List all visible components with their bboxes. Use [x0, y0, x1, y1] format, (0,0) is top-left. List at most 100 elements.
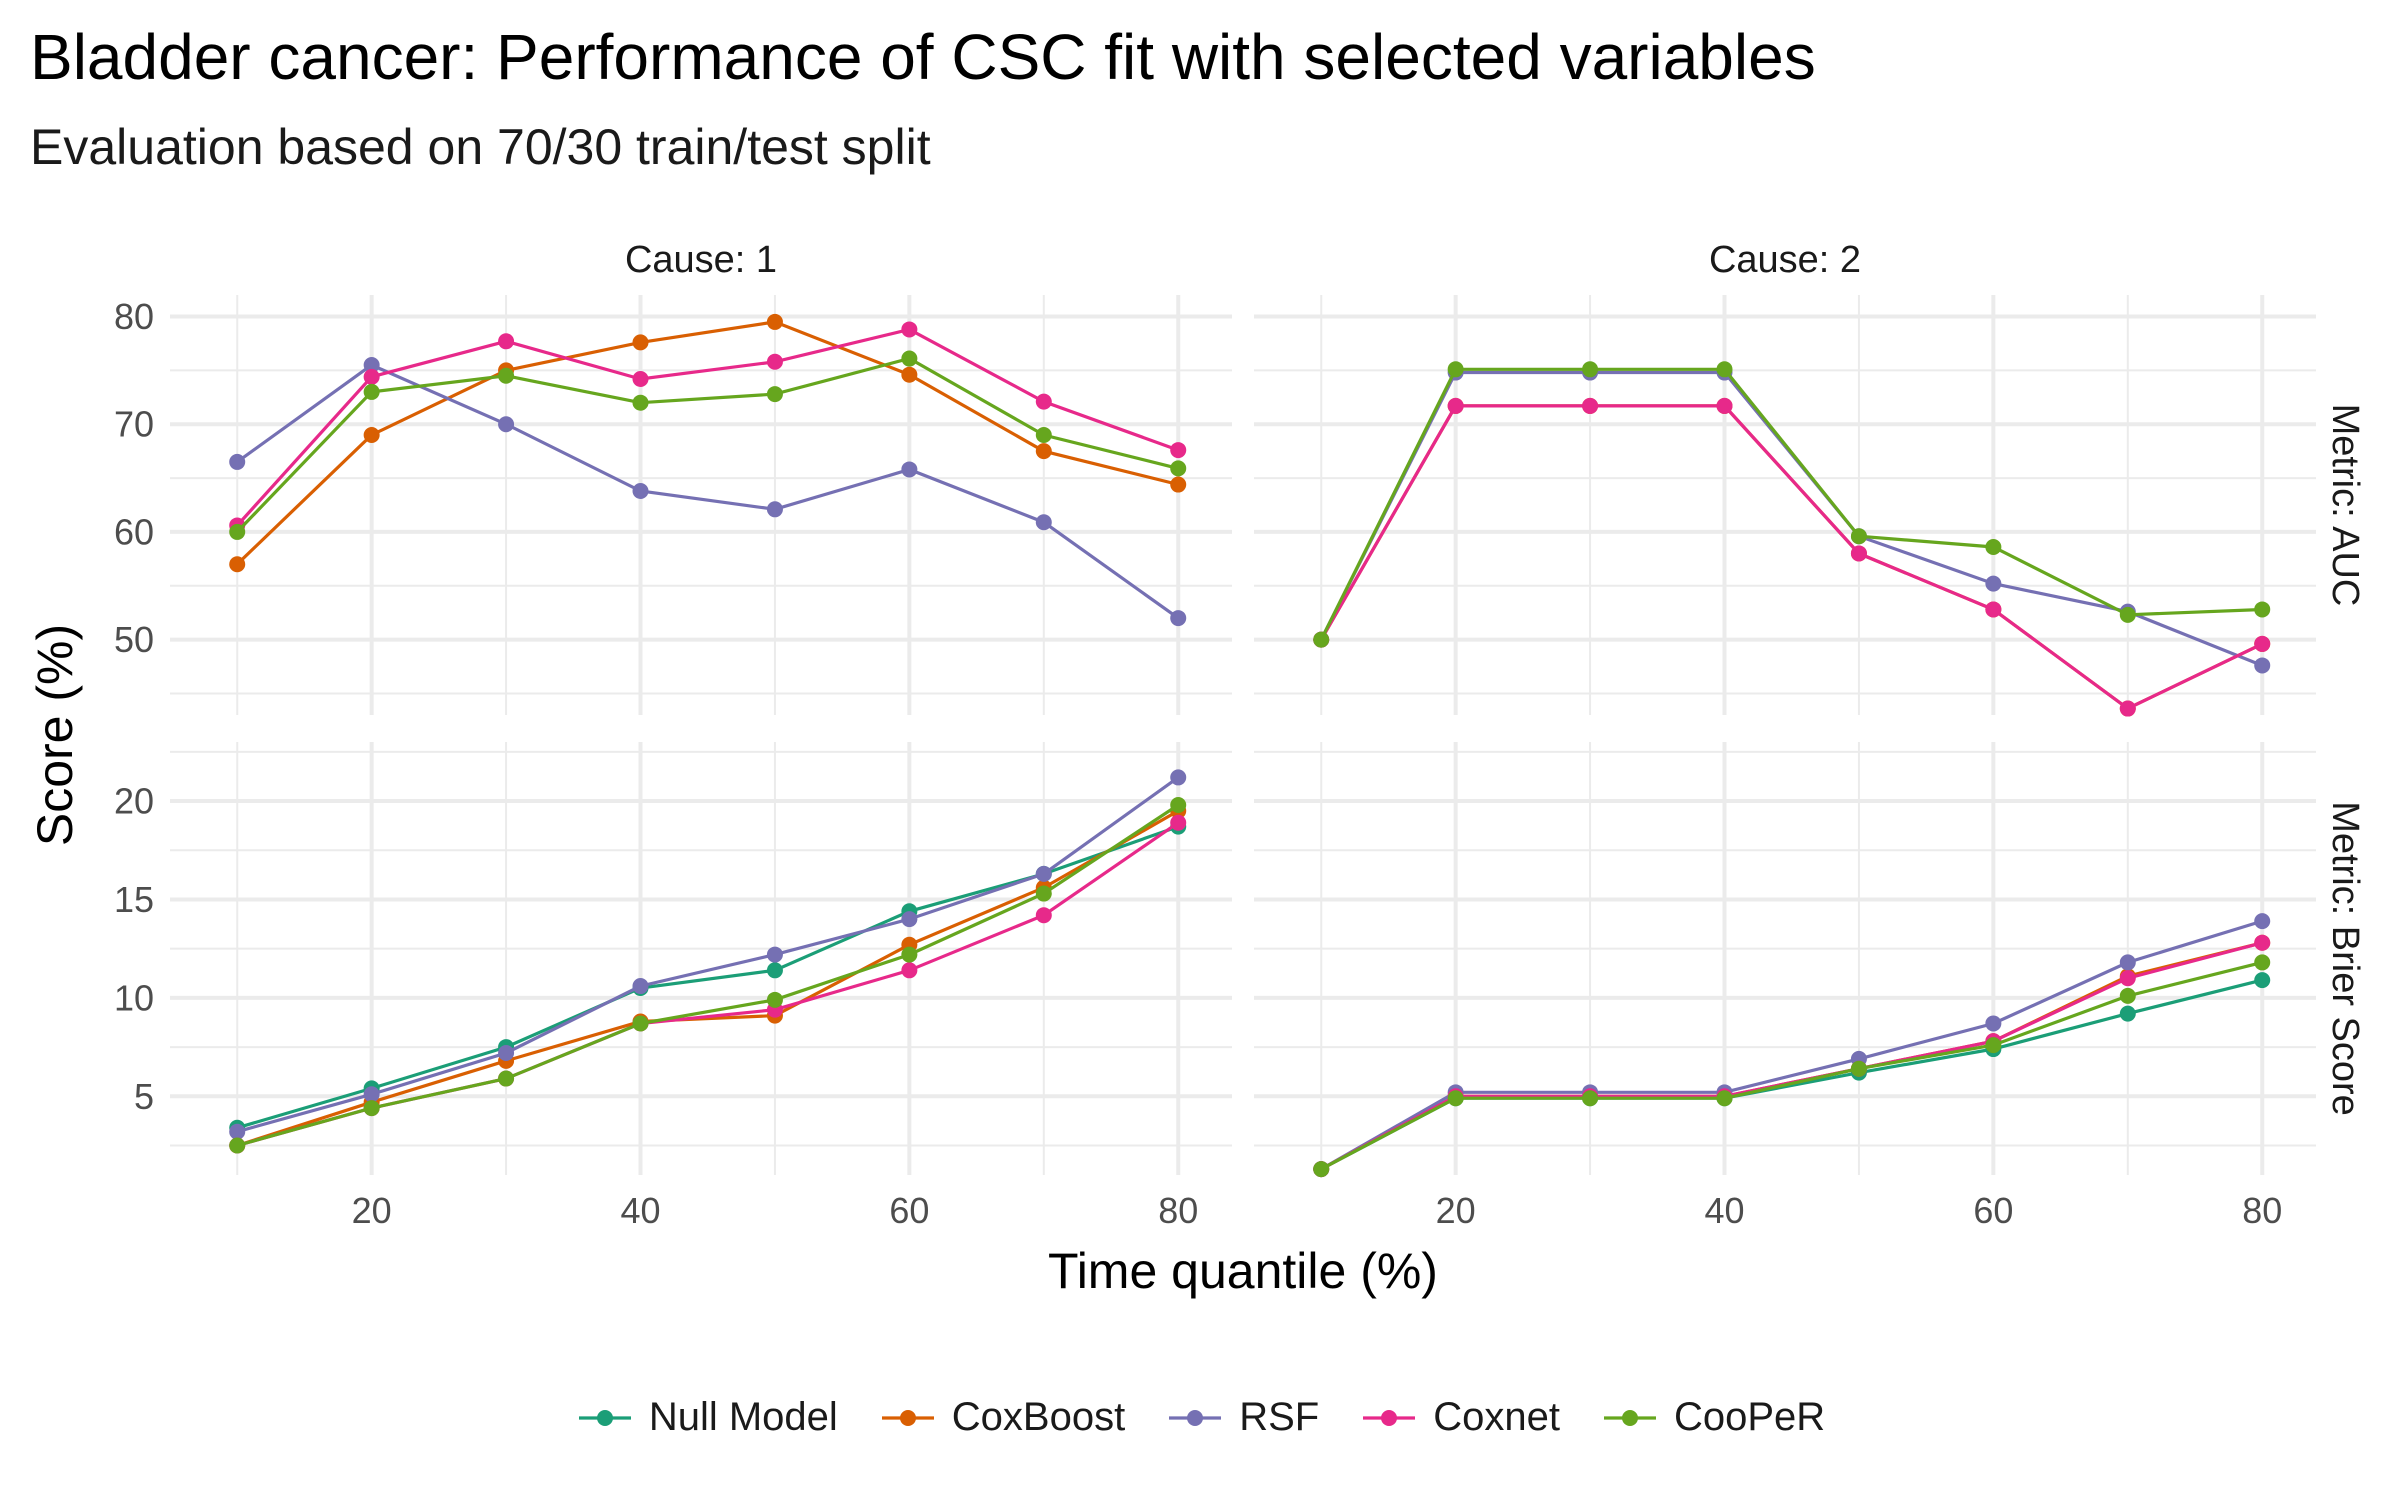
- data-point-coxnet: [2119, 700, 2136, 717]
- facet-strip-column: Cause: 1: [625, 239, 777, 281]
- data-point-rsf: [766, 946, 783, 963]
- y-tick-label: 20: [114, 781, 154, 822]
- data-point-cooper: [901, 350, 918, 367]
- data-point-coxnet: [901, 321, 918, 338]
- series-line-coxnet: [236, 327, 1179, 527]
- data-point-rsf: [1035, 865, 1052, 882]
- data-point-rsf: [229, 1123, 246, 1140]
- data-point-coxnet: [2119, 970, 2136, 987]
- data-point-rsf: [2254, 913, 2271, 930]
- legend-item: CooPeR: [1600, 1395, 1825, 1440]
- legend-key-icon: [578, 1409, 631, 1426]
- series-line-rsf: [236, 363, 1180, 620]
- data-point-rsf: [363, 1086, 380, 1103]
- y-tick-label: 5: [134, 1076, 154, 1117]
- data-point-null-model: [2254, 972, 2271, 989]
- series-line-coxboost: [236, 809, 1179, 1148]
- data-point-coxnet: [2254, 934, 2271, 951]
- y-tick-label: 70: [114, 404, 154, 445]
- data-point-cooper: [1850, 1060, 1867, 1077]
- data-point-cooper: [1985, 539, 2002, 555]
- data-point-cooper: [901, 946, 918, 963]
- legend-item: Null Model: [575, 1395, 838, 1440]
- data-point-cooper: [1582, 361, 1599, 378]
- data-point-cooper: [498, 1070, 515, 1087]
- y-tick-label: 60: [114, 511, 154, 552]
- x-tick-label: 20: [352, 1190, 392, 1231]
- y-tick-label: 50: [114, 619, 154, 660]
- panel-1-1: 50 60 70 80: [114, 295, 1232, 715]
- data-point-rsf: [1035, 514, 1052, 531]
- legend-label: CoxBoost: [951, 1395, 1126, 1439]
- x-tick-label: 60: [889, 1190, 929, 1231]
- data-point-coxnet: [1985, 601, 2002, 618]
- y-tick-label: 10: [114, 977, 154, 1018]
- data-point-rsf: [498, 416, 515, 433]
- data-point-cooper: [632, 1015, 649, 1032]
- data-point-coxnet: [1850, 545, 1867, 562]
- legend-key-icon: [881, 1409, 934, 1426]
- data-point-coxnet: [1035, 907, 1052, 924]
- data-point-cooper: [229, 523, 246, 540]
- data-point-cooper: [1850, 528, 1867, 545]
- data-point-coxnet: [632, 371, 649, 387]
- data-point-rsf: [498, 1044, 515, 1061]
- y-tick-label: 15: [114, 879, 154, 920]
- series-line-rsf: [1319, 370, 2263, 667]
- data-point-rsf: [632, 978, 649, 995]
- data-point-cooper: [632, 394, 649, 411]
- legend-key-icon: [1169, 1409, 1222, 1426]
- data-point-cooper: [1313, 1161, 1330, 1178]
- data-point-coxnet: [1716, 397, 1733, 414]
- data-point-cooper: [1985, 1037, 2002, 1054]
- panel-1-2: 5 10 15 20 20 40 60 80: [114, 742, 1232, 1231]
- x-tick-label: 60: [1973, 1190, 2013, 1231]
- data-point-rsf: [1985, 575, 2002, 592]
- x-tick-label: 40: [1704, 1190, 1744, 1231]
- data-point-rsf: [229, 453, 246, 470]
- legend-label: Coxnet: [1433, 1395, 1560, 1439]
- series-line-cooper: [1319, 367, 2263, 641]
- series-line-cooper: [236, 356, 1179, 534]
- y-axis-title: Score (%): [27, 624, 83, 846]
- data-point-cooper: [2119, 606, 2136, 623]
- data-point-rsf: [2119, 954, 2136, 971]
- legend-key-icon: [1603, 1409, 1656, 1426]
- data-point-rsf: [363, 357, 380, 373]
- data-point-rsf: [901, 911, 918, 928]
- data-point-cooper: [1035, 427, 1052, 443]
- x-tick-label: 40: [620, 1190, 660, 1231]
- data-point-coxnet: [1035, 393, 1052, 410]
- data-point-rsf: [1985, 1015, 2002, 1032]
- legend-label: Null Model: [648, 1395, 838, 1439]
- data-point-rsf: [766, 501, 783, 518]
- data-point-coxnet: [363, 368, 380, 385]
- data-point-coxnet: [1170, 814, 1187, 831]
- data-point-null-model: [766, 962, 783, 979]
- data-point-cooper: [766, 991, 783, 1008]
- series-line-coxnet: [1319, 404, 2263, 711]
- data-point-cooper: [2254, 601, 2271, 618]
- data-point-cooper: [1313, 631, 1330, 648]
- data-point-cooper: [1447, 361, 1464, 378]
- data-point-coxboost: [1170, 476, 1187, 493]
- data-point-coxboost: [632, 334, 649, 351]
- data-point-cooper: [2254, 954, 2271, 971]
- data-point-coxboost: [766, 313, 783, 330]
- data-point-coxnet: [498, 333, 515, 350]
- data-point-coxnet: [1582, 397, 1599, 414]
- data-point-coxboost: [901, 366, 918, 383]
- data-point-cooper: [229, 1137, 246, 1154]
- series-line-coxboost: [236, 320, 1179, 566]
- data-point-coxnet: [901, 962, 918, 979]
- data-point-coxnet: [1170, 442, 1187, 459]
- legend-label: CooPeR: [1673, 1395, 1826, 1439]
- x-axis-title: Time quantile (%): [1048, 1243, 1438, 1299]
- data-point-cooper: [363, 1100, 380, 1117]
- legend-item: CoxBoost: [878, 1395, 1125, 1440]
- chart-legend: Null Model CoxBoost RSF Coxnet CooPeR: [0, 1395, 2400, 1440]
- facet-strip-row: Metric: Brier Score: [2324, 801, 2366, 1116]
- data-point-cooper: [2119, 987, 2136, 1004]
- chart-subtitle: Evaluation based on 70/30 train/test spl…: [30, 119, 931, 175]
